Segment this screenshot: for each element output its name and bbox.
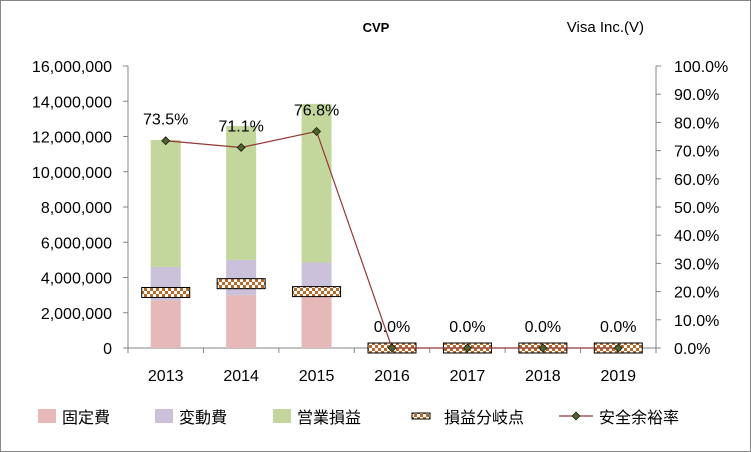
x-tick-label: 2018 — [525, 368, 561, 385]
safety-margin-label: 0.0% — [525, 319, 561, 336]
safety-margin-label: 73.5% — [143, 112, 188, 129]
breakeven-marker — [216, 278, 266, 290]
legend-breakeven-swatch — [411, 412, 431, 420]
legend-fixed-cost: 固定費 — [38, 409, 110, 427]
bar-operating-profit — [150, 140, 181, 267]
legend-fixed-cost-swatch — [38, 409, 56, 423]
y-left-tick-label: 10,000,000 — [32, 165, 112, 182]
safety-margin-point — [161, 136, 171, 146]
safety-margin-label: 0.0% — [374, 319, 410, 336]
safety-margin-label: 0.0% — [600, 319, 636, 336]
bar-variable-cost — [226, 259, 257, 296]
plot-area: 0 2,000,000 4,000,000 6,000,000 8,000,000 10,… — [32, 59, 728, 385]
y-left-tick-label: 0 — [103, 341, 112, 358]
safety-margin-point — [463, 343, 472, 353]
legend-operating-profit-label: 営業損益 — [297, 409, 361, 427]
y-left-tick-label: 14,000,000 — [32, 94, 112, 111]
bar-fixed-cost — [226, 295, 257, 348]
x-tick-label: 2017 — [450, 368, 486, 385]
y-left-tick-label: 6,000,000 — [41, 235, 112, 252]
legend-safety-margin-swatch-marker — [571, 411, 581, 421]
y-left-tick-label: 16,000,000 — [32, 59, 112, 76]
safety-margin-label: 76.8% — [294, 102, 339, 119]
y-right-tick-label: 40.0% — [674, 228, 719, 245]
safety-margin-point — [538, 343, 548, 353]
bar-fixed-cost — [150, 300, 181, 348]
safety-margin-label: 0.0% — [449, 319, 485, 336]
y-right-tick-label: 60.0% — [674, 172, 719, 189]
y-left-tick-label: 2,000,000 — [41, 306, 112, 323]
safety-margin-point — [387, 343, 397, 353]
y-right-tick-label: 70.0% — [674, 144, 719, 161]
legend: 固定費 変動費 営業損益 損益分岐点 安全余裕率 — [38, 408, 679, 427]
legend-fixed-cost-label: 固定費 — [62, 409, 110, 427]
safety-margin-point — [312, 126, 321, 136]
legend-variable-cost-label: 変動費 — [179, 409, 227, 427]
legend-operating-profit: 営業損益 — [273, 409, 361, 427]
y-right-tick-label: 90.0% — [674, 87, 719, 104]
legend-variable-cost-swatch — [155, 409, 173, 423]
y-left-tick-label: 4,000,000 — [41, 271, 112, 288]
legend-operating-profit-swatch — [273, 409, 291, 423]
y-right-tick-label: 10.0% — [674, 313, 719, 330]
x-tick-label: 2015 — [299, 368, 335, 385]
y-right-tick-label: 30.0% — [674, 256, 719, 273]
y-right-tick-label: 100.0% — [674, 59, 728, 76]
x-tick-label: 2013 — [148, 368, 184, 385]
safety-margin-label: 71.1% — [218, 118, 263, 135]
x-tick-label: 2019 — [600, 368, 636, 385]
chart-title: CVP — [363, 20, 390, 35]
safety-margin-point — [236, 143, 246, 152]
legend-safety-margin-label: 安全余裕率 — [599, 408, 679, 427]
y-right-tick-label: 50.0% — [674, 200, 719, 217]
legend-breakeven-label: 損益分岐点 — [444, 409, 524, 427]
chart-subtitle: Visa Inc.(V) — [567, 19, 644, 36]
x-tick-label: 2014 — [223, 368, 259, 385]
y-right-tick-label: 0.0% — [674, 341, 710, 358]
bar-fixed-cost — [301, 296, 332, 348]
legend-breakeven: 損益分岐点 — [411, 409, 524, 427]
y-right-tick-label: 80.0% — [674, 115, 719, 132]
safety-margin-point — [613, 343, 623, 353]
x-tick-label: 2016 — [374, 368, 410, 385]
legend-variable-cost: 変動費 — [155, 409, 227, 427]
legend-safety-margin: 安全余裕率 — [559, 408, 679, 427]
breakeven-marker — [292, 286, 342, 298]
y-right-tick-label: 20.0% — [674, 285, 719, 302]
y-left-tick-label: 8,000,000 — [41, 200, 112, 217]
breakeven-marker — [141, 286, 191, 298]
y-left-tick-label: 12,000,000 — [32, 130, 112, 147]
